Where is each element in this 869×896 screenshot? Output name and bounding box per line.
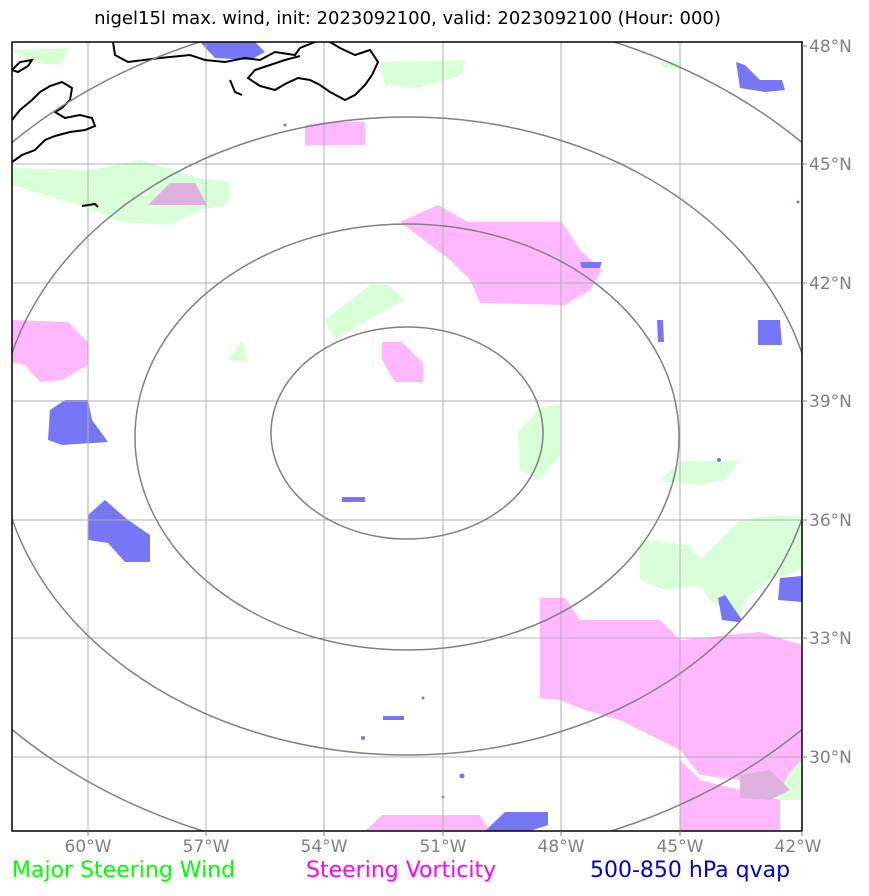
lon-tick-label: 42°W — [775, 837, 822, 857]
lat-tick-label: 30°N — [809, 748, 852, 768]
lon-tick-label: 54°W — [301, 837, 348, 857]
gridlines — [12, 42, 802, 831]
tick-marks — [87, 45, 807, 836]
lat-tick-label: 42°N — [809, 274, 852, 294]
lat-tick-label: 48°N — [809, 37, 852, 57]
lat-tick-label: 39°N — [809, 392, 852, 412]
lon-tick-label: 48°W — [538, 837, 585, 857]
legend-steering-wind: Major Steering Wind — [12, 858, 236, 883]
map-frame — [11, 41, 803, 832]
lat-tick-label: 33°N — [809, 629, 852, 649]
lon-tick-label: 57°W — [183, 837, 230, 857]
lat-tick-label: 36°N — [809, 511, 852, 531]
range-rings — [12, 42, 802, 831]
legend-steering-vorticity: Steering Vorticity — [306, 858, 497, 883]
lon-tick-label: 51°W — [420, 837, 467, 857]
steering-vorticity-areas — [12, 122, 802, 831]
chart-title: nigel15l max. wind, init: 2023092100, va… — [94, 8, 721, 29]
coastline — [12, 42, 380, 208]
lon-tick-label: 60°W — [65, 837, 112, 857]
lon-tick-label: 45°W — [657, 837, 704, 857]
qvap-areas — [48, 42, 802, 831]
lat-tick-label: 45°N — [809, 155, 852, 175]
legend-qvap: 500-850 hPa qvap — [590, 858, 791, 883]
